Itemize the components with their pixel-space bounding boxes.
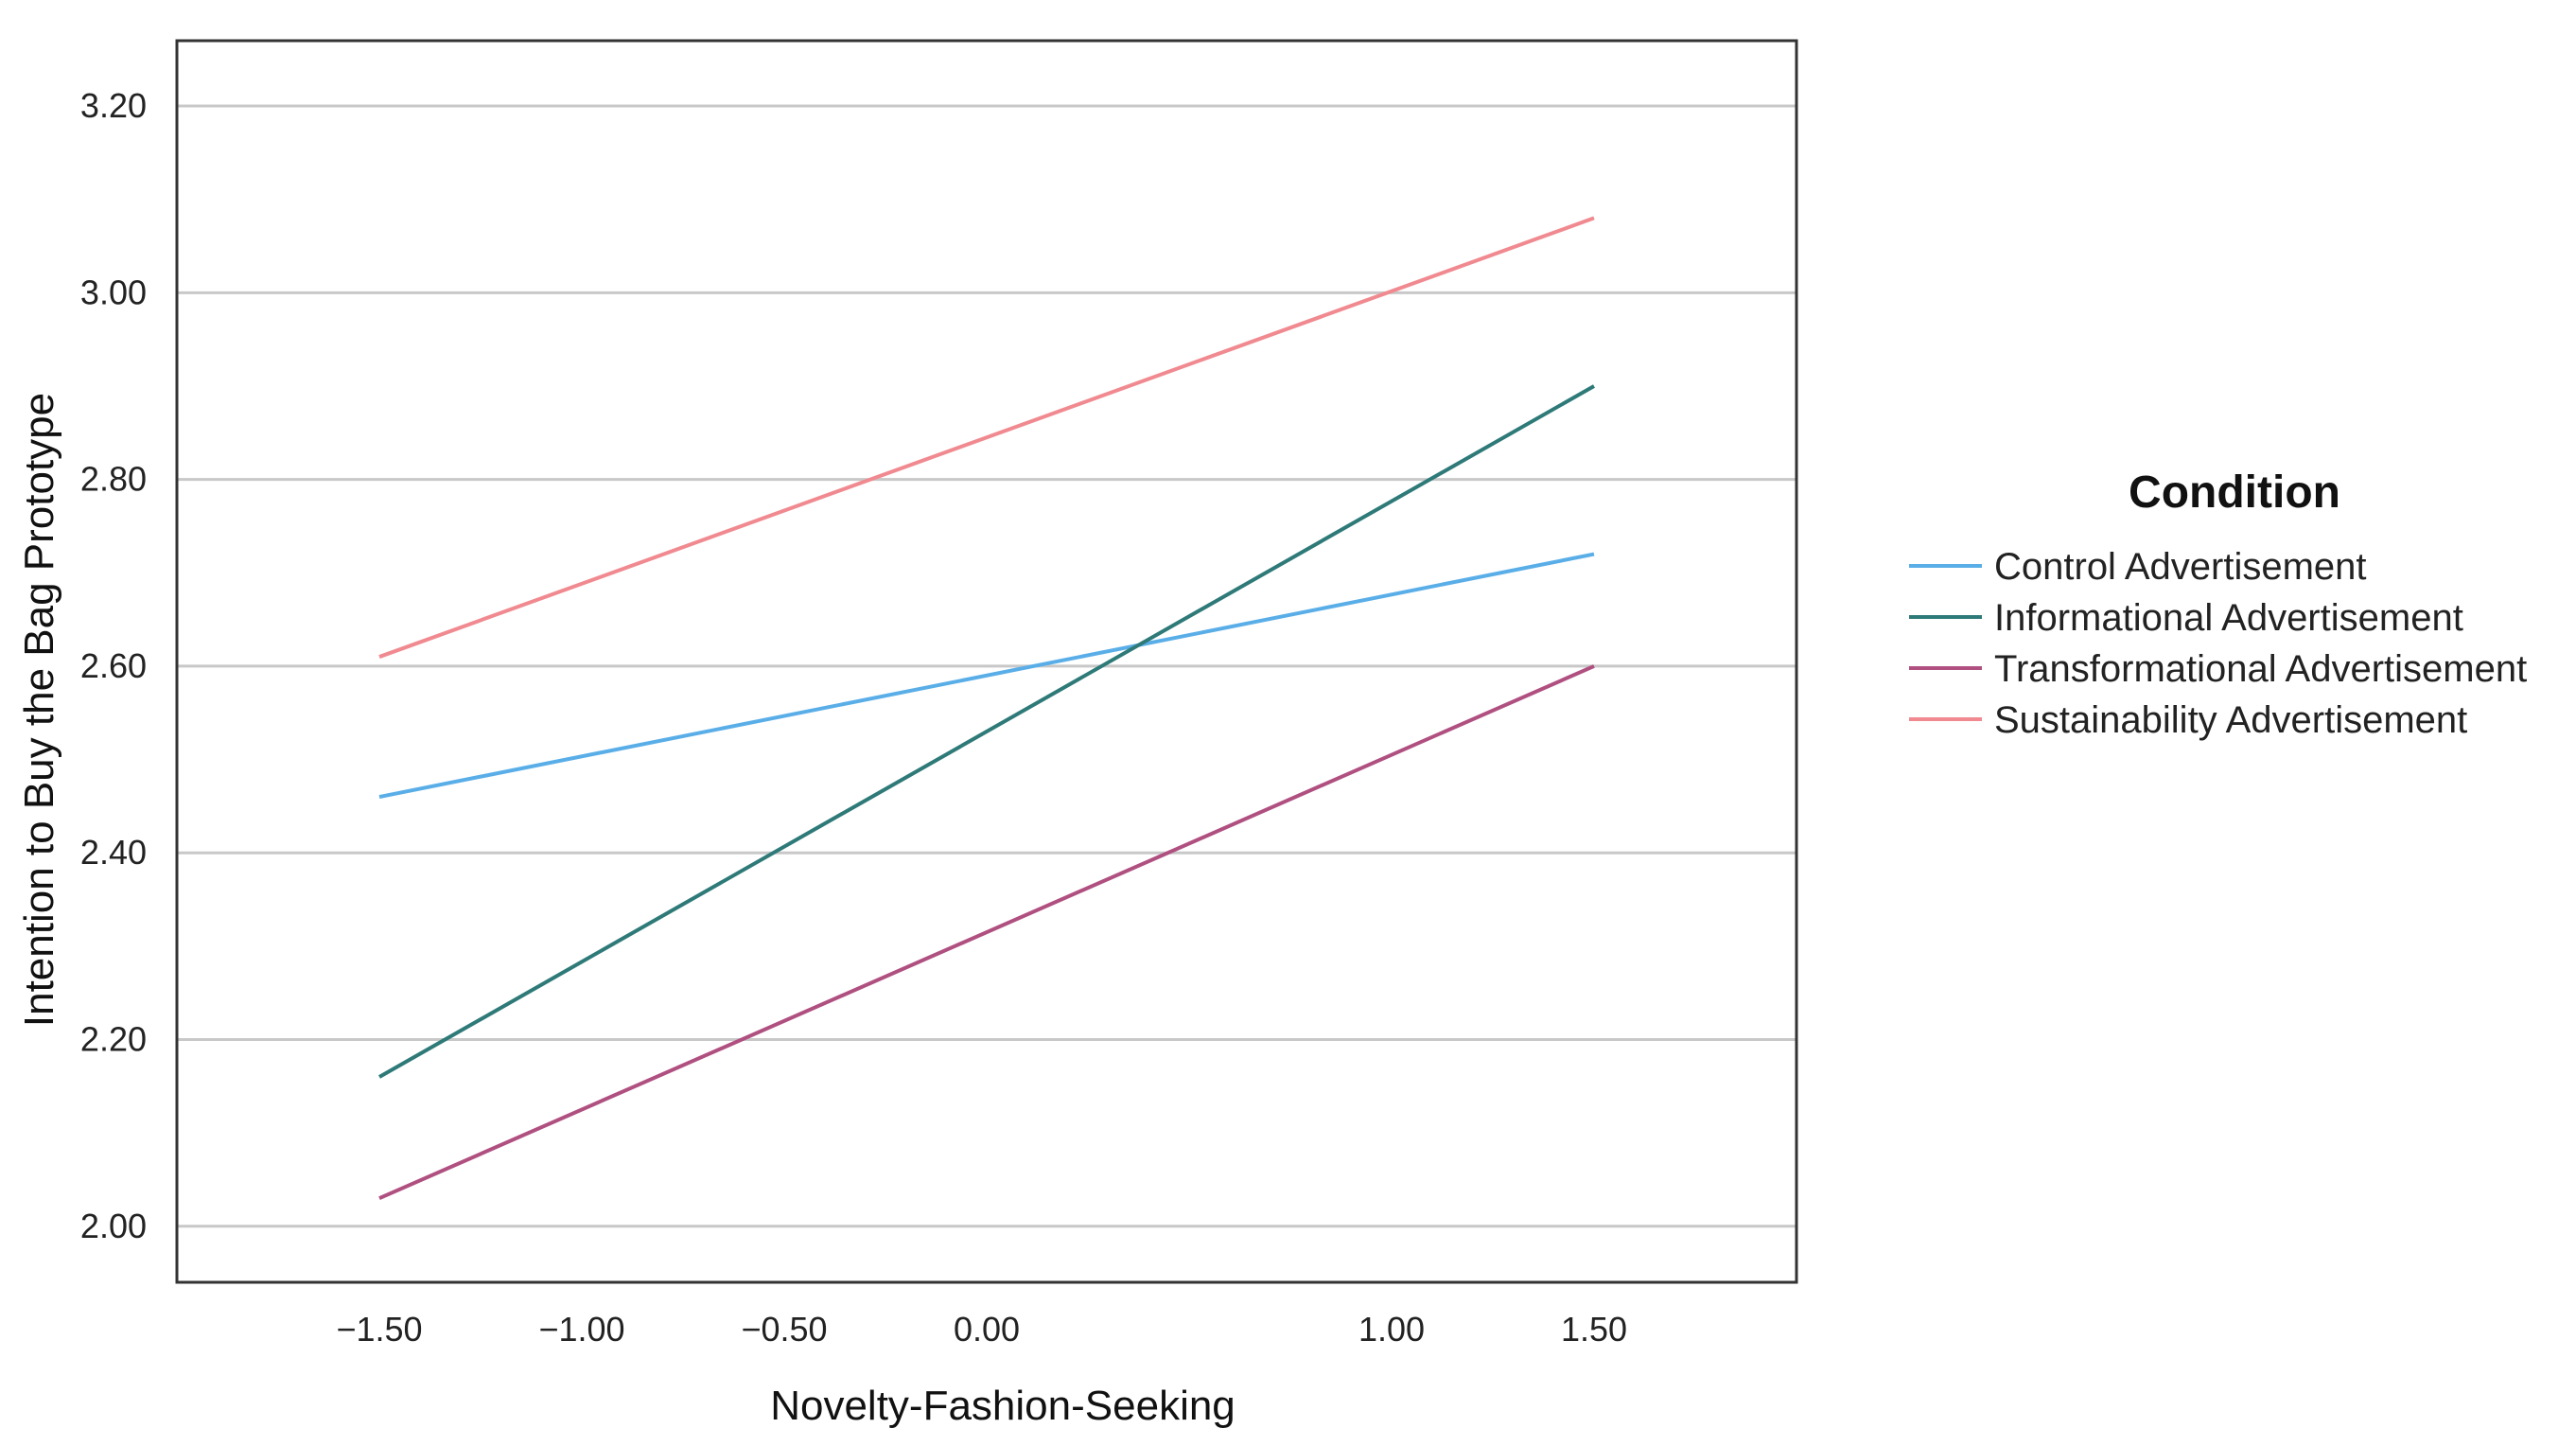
legend-item-label: Control Advertisement — [1994, 546, 2367, 588]
y-tick-label: 2.00 — [80, 1207, 147, 1245]
x-tick-label: −1.50 — [336, 1310, 422, 1349]
y-tick-label: 3.00 — [80, 273, 147, 311]
y-tick-label: 2.60 — [80, 646, 147, 685]
x-axis-ticks: −1.50 −1.00 −0.50 0.00 1.00 1.50 — [336, 1310, 1627, 1349]
legend-item-label: Informational Advertisement — [1994, 597, 2463, 639]
y-tick-label: 2.40 — [80, 833, 147, 872]
x-axis-label: Novelty-Fashion-Seeking — [770, 1383, 1235, 1429]
y-tick-label: 3.20 — [80, 86, 147, 125]
series-line — [378, 216, 1595, 659]
series-line — [378, 664, 1595, 1201]
series-line — [378, 552, 1595, 799]
y-tick-label: 2.80 — [80, 460, 147, 499]
legend-title: Condition — [2129, 467, 2340, 518]
x-tick-label: 1.00 — [1358, 1310, 1425, 1349]
legend: Condition Control Advertisement Informati… — [1909, 467, 2527, 741]
plot-frame — [175, 39, 1798, 1284]
series-lines — [378, 216, 1595, 1201]
x-tick-label: 1.50 — [1561, 1310, 1627, 1349]
x-tick-label: 0.00 — [954, 1310, 1020, 1349]
legend-item-label: Sustainability Advertisement — [1994, 699, 2467, 741]
legend-items: Control Advertisement Informational Adver… — [1909, 546, 2527, 741]
x-tick-label: −1.00 — [538, 1310, 624, 1349]
y-axis-ticks: 2.00 2.20 2.40 2.60 2.80 3.00 3.20 — [80, 86, 147, 1245]
series-line — [378, 384, 1595, 1079]
legend-item-label: Transformational Advertisement — [1994, 648, 2527, 690]
x-tick-label: −0.50 — [741, 1310, 827, 1349]
y-axis-label: Intention to Buy the Bag Prototype — [16, 393, 62, 1027]
y-tick-label: 2.20 — [80, 1020, 147, 1059]
gridlines — [177, 104, 1796, 1228]
